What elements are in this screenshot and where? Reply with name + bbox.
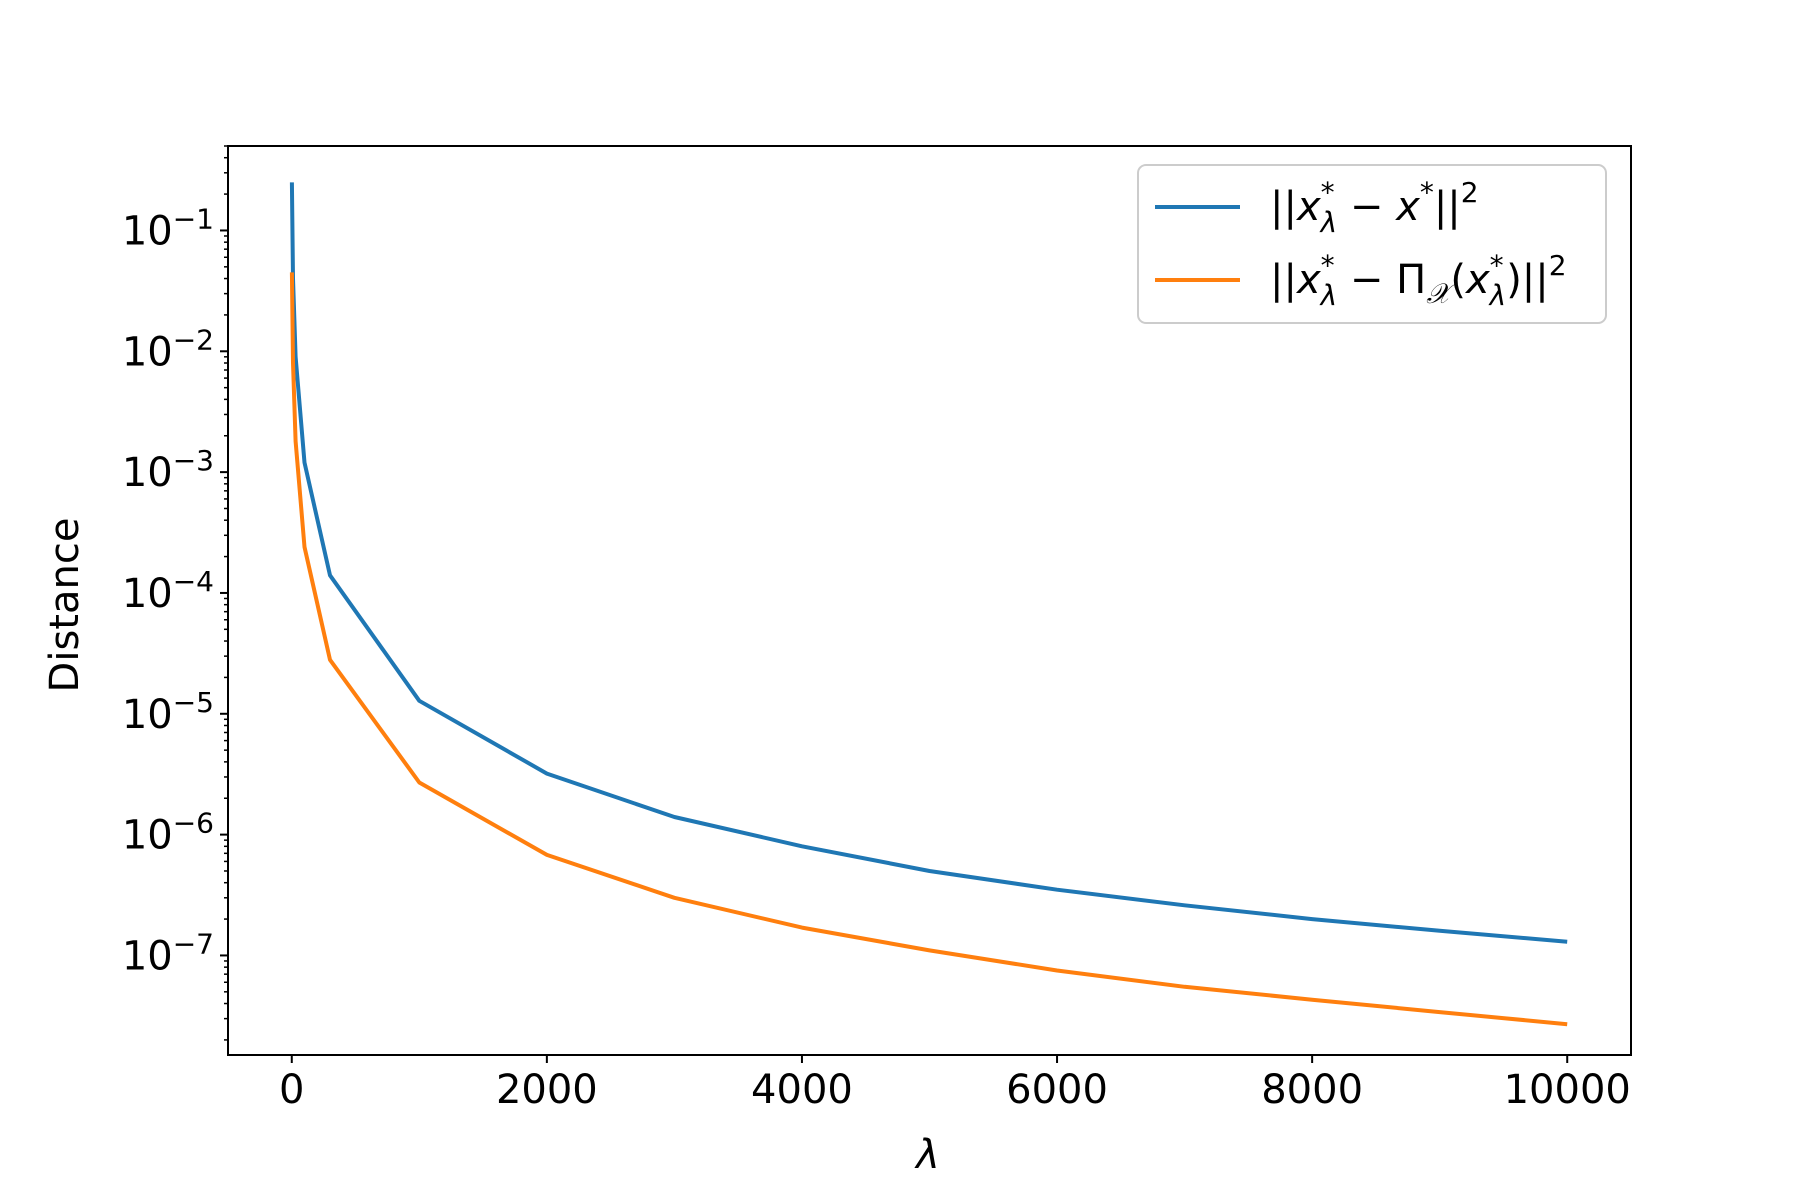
legend-frame (1137, 164, 1607, 324)
series-line-1 (289, 182, 1568, 944)
y-tick-label-1: 10−2 (122, 323, 214, 375)
x-axis: 0 2000 4000 6000 8000 10000 (279, 1055, 1631, 1113)
plot-frame (227, 145, 1632, 1056)
legend-label-series-2: ||x* λ − Π𝒳(x* λ)||2 (1270, 249, 1567, 312)
y-tick-label-3: 10−4 (122, 565, 214, 617)
x-tick-label-0: 0 (279, 1067, 304, 1113)
series-line-2 (289, 272, 1568, 1027)
y-tick-label-5: 10−6 (122, 807, 214, 859)
y-tick-label-2: 10−3 (122, 444, 214, 496)
plot-lines (289, 182, 1568, 1027)
y-tick-label-6: 10−7 (122, 927, 214, 979)
y-axis-label: Distance (42, 518, 88, 693)
legend-label-series-1: ||x* λ − x*||2 (1270, 176, 1479, 239)
x-tick-label-1: 2000 (496, 1067, 598, 1113)
y-axis: 10−1 10−2 10−3 10−4 10−5 10−6 10−7 (122, 145, 228, 1041)
x-tick-label-4: 8000 (1261, 1067, 1363, 1113)
x-axis-label: λ (914, 1132, 940, 1178)
legend: ||x* λ − x*||2 ||x* λ − Π𝒳(x* λ)||2 (1137, 164, 1607, 324)
x-tick-label-2: 4000 (751, 1067, 853, 1113)
x-tick-label-5: 10000 (1504, 1067, 1631, 1113)
y-tick-label-0: 10−1 (122, 202, 214, 254)
y-tick-label-4: 10−5 (122, 686, 214, 738)
x-tick-label-3: 6000 (1006, 1067, 1108, 1113)
